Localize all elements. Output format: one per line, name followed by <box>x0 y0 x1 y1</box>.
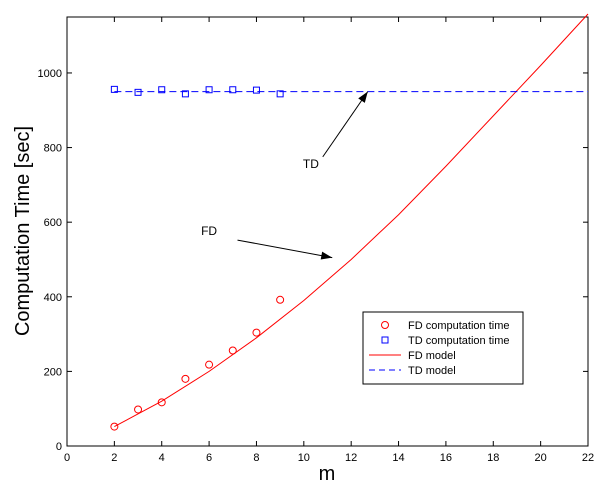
data-point-circle <box>205 360 214 369</box>
x-tick-label: 4 <box>159 452 165 464</box>
annotation-arrow-head <box>320 251 333 260</box>
data-series <box>110 13 589 431</box>
legend-box <box>362 311 524 385</box>
legend-marker-circle <box>381 321 389 329</box>
x-tick-label: 10 <box>298 452 310 464</box>
annotation-label: FD <box>201 224 217 238</box>
x-tick-label: 16 <box>440 452 452 464</box>
x-tick-label: 6 <box>206 452 212 464</box>
y-axis-label: Computation Time [sec] <box>12 126 34 336</box>
plot-frame <box>66 16 589 447</box>
x-tick-label: 12 <box>345 452 357 464</box>
legend-label: FD computation time <box>408 320 509 332</box>
legend-marker-square <box>381 336 389 344</box>
annotation-label: TD <box>303 157 319 171</box>
data-point-circle <box>134 405 143 414</box>
data-point-square <box>158 86 166 94</box>
data-point-circle <box>228 346 237 355</box>
data-point-circle <box>110 422 119 431</box>
y-tick-label: 600 <box>44 217 62 229</box>
x-tick-label: 8 <box>253 452 259 464</box>
data-point-circle <box>276 295 285 304</box>
x-tick-label: 18 <box>487 452 499 464</box>
legend-label: TD model <box>408 365 456 377</box>
data-point-square <box>134 88 142 96</box>
y-tick-label: 1000 <box>38 68 62 80</box>
annotation-arrow-head <box>358 91 368 103</box>
y-tick-label: 400 <box>44 292 62 304</box>
annotations: TD FD <box>201 91 369 260</box>
data-point-square <box>110 85 118 93</box>
annotation-arrow-shaft <box>237 239 333 259</box>
data-point-square <box>181 90 189 98</box>
y-tick-label: 800 <box>44 143 62 155</box>
x-tick-label: 0 <box>64 452 70 464</box>
x-axis-label: m <box>319 463 336 485</box>
legend-label: TD computation time <box>408 335 509 347</box>
y-tick-label: 200 <box>44 366 62 378</box>
data-point-square <box>229 86 237 94</box>
data-point-square <box>252 86 260 94</box>
axis-ticks: 0 2 4 6 8 10 12 14 16 18 20 22 0 200 400 600 800 1000 <box>38 17 594 464</box>
data-point-circle <box>252 328 261 337</box>
x-tick-label: 2 <box>111 452 117 464</box>
data-point-circle <box>181 374 190 383</box>
y-tick-label: 0 <box>56 441 62 453</box>
data-point-circle <box>157 398 166 407</box>
x-tick-label: 20 <box>535 452 547 464</box>
legend-label: FD model <box>408 350 456 362</box>
annotation-arrow-shaft <box>322 91 369 158</box>
x-tick-label: 22 <box>582 452 594 464</box>
x-tick-label: 14 <box>392 452 404 464</box>
data-point-square <box>205 86 213 94</box>
series-line <box>114 13 589 428</box>
data-point-square <box>276 90 284 98</box>
legend: FD computation time TD computation time FD… <box>362 311 524 385</box>
